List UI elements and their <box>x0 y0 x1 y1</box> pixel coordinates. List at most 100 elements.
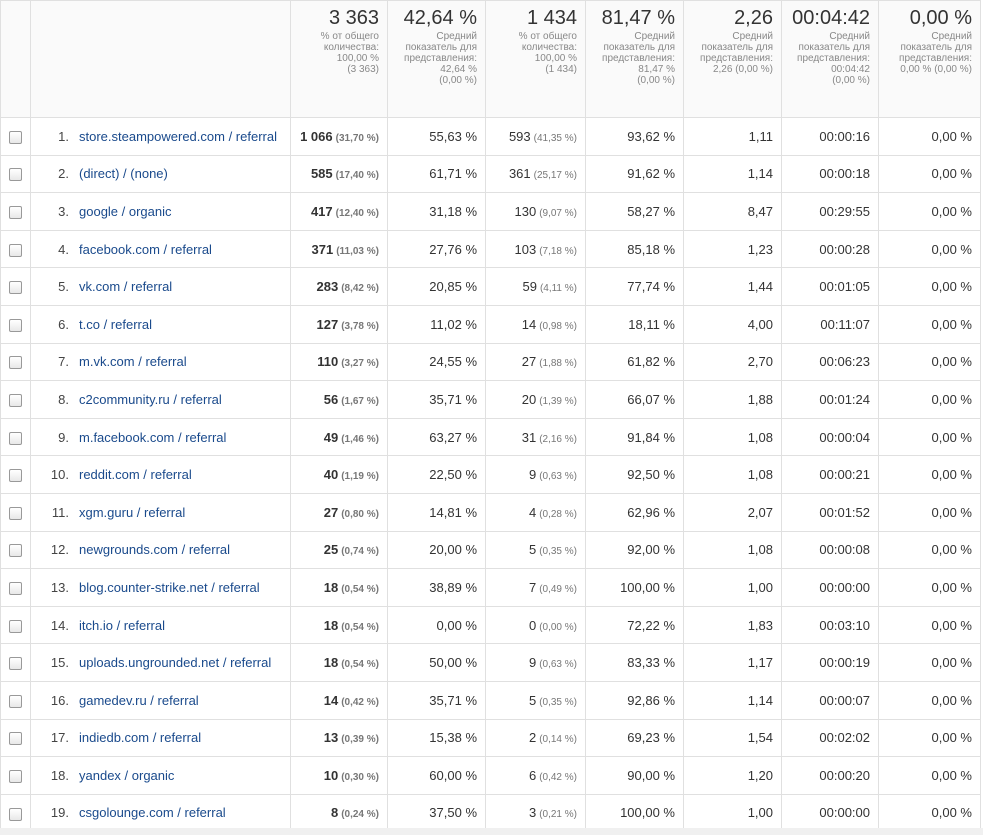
new-sessions-pct-value: 24,55 % <box>429 354 477 370</box>
row-checkbox[interactable] <box>9 206 22 220</box>
row-checkbox-cell <box>0 229 31 269</box>
table-row[interactable]: 1. store.steampowered.com / referral 1 066… <box>0 117 981 156</box>
session-duration-cell: 00:00:08 <box>781 530 879 570</box>
pages-per-session-cell: 2,70 <box>683 342 782 382</box>
row-number: 3. <box>58 203 69 219</box>
table-row[interactable]: 6. t.co / referral 127 (3,78 %) 11,02 % 14 (0,… <box>0 304 981 344</box>
row-number: 16. <box>50 692 69 708</box>
row-checkbox[interactable] <box>9 431 22 445</box>
table-row[interactable]: 2. (direct) / (none) 585 (17,40 %) 61,71 % 36… <box>0 154 981 194</box>
row-checkbox[interactable] <box>9 544 22 558</box>
row-checkbox[interactable] <box>9 281 22 295</box>
table-row[interactable]: 15. uploads.ungrounded.net / referral 18 (0… <box>0 643 981 682</box>
source-medium-link[interactable]: itch.io / referral <box>79 617 165 633</box>
table-row[interactable]: 10. reddit.com / referral 40 (1,19 %) 22,50 … <box>0 455 981 494</box>
table-row[interactable]: 12. newgrounds.com / referral 25 (0,74 %) 20… <box>0 530 981 570</box>
source-medium-link[interactable]: xgm.guru / referral <box>79 504 186 520</box>
pages-per-session-cell: 1,08 <box>683 417 782 457</box>
summary-sub-line: представления: <box>602 53 675 64</box>
source-medium-link[interactable]: vk.com / referral <box>79 279 173 295</box>
row-checkbox-cell <box>0 380 31 419</box>
table-row[interactable]: 16. gamedev.ru / referral 14 (0,42 %) 35,71 … <box>0 680 981 720</box>
table-row[interactable]: 11. xgm.guru / referral 27 (0,80 %) 14,81 % 4… <box>0 492 981 532</box>
session-duration-value: 00:11:07 <box>820 316 870 332</box>
table-row[interactable]: 7. m.vk.com / referral 110 (3,27 %) 24,55 % 2… <box>0 342 981 382</box>
new-users-cell: 0 (0,00 %) <box>485 605 586 645</box>
row-checkbox[interactable] <box>9 130 22 144</box>
sessions-value: 585 <box>310 166 333 182</box>
new-users-value: 59 <box>522 279 537 295</box>
pages-per-session-value: 1,23 <box>747 241 773 257</box>
source-medium-link[interactable]: gamedev.ru / referral <box>79 692 199 708</box>
new-sessions-pct-value: 61,71 % <box>429 166 477 182</box>
row-checkbox[interactable] <box>9 506 22 520</box>
source-medium-link[interactable]: csgolounge.com / referral <box>79 805 226 821</box>
source-medium-link[interactable]: indiedb.com / referral <box>79 730 202 746</box>
row-checkbox[interactable] <box>9 657 22 671</box>
new-users-cell: 14 (0,98 %) <box>485 304 586 344</box>
pages-per-session-cell: 1,44 <box>683 267 782 306</box>
row-checkbox[interactable] <box>9 168 22 182</box>
source-cell: 7. m.vk.com / referral <box>30 342 291 382</box>
summary-sub-line: количества: <box>521 42 577 53</box>
source-medium-link[interactable]: (direct) / (none) <box>79 166 168 182</box>
sessions-cell: 25 (0,74 %) <box>290 530 388 570</box>
table-row[interactable]: 3. google / organic 417 (12,40 %) 31,18 % 130… <box>0 192 981 231</box>
new-users-percent: (0,98 %) <box>539 320 577 332</box>
source-medium-link[interactable]: c2community.ru / referral <box>79 391 222 407</box>
summary-sub-line: 81,47 % <box>638 64 675 75</box>
row-checkbox[interactable] <box>9 581 22 595</box>
source-medium-link[interactable]: t.co / referral <box>79 316 152 332</box>
table-row[interactable]: 19. csgolounge.com / referral 8 (0,24 %) 37,… <box>0 793 981 833</box>
new-users-percent: (0,63 %) <box>539 659 577 671</box>
source-medium-link[interactable]: reddit.com / referral <box>79 467 192 483</box>
table-row[interactable]: 14. itch.io / referral 18 (0,54 %) 0,00 % 0 (0… <box>0 605 981 645</box>
summary-main-value: 0,00 % <box>909 7 972 29</box>
new-users-percent: (1,88 %) <box>539 358 577 370</box>
row-checkbox[interactable] <box>9 732 22 746</box>
row-checkbox[interactable] <box>9 469 22 483</box>
session-duration-value: 00:01:24 <box>819 391 870 407</box>
table-row[interactable]: 4. facebook.com / referral 371 (11,03 %) 27,… <box>0 229 981 269</box>
row-checkbox[interactable] <box>9 694 22 708</box>
source-medium-link[interactable]: m.vk.com / referral <box>79 354 187 370</box>
row-checkbox[interactable] <box>9 393 22 407</box>
new-sessions-pct-cell: 20,00 % <box>387 530 486 570</box>
source-medium-link[interactable]: facebook.com / referral <box>79 241 212 257</box>
row-checkbox[interactable] <box>9 318 22 332</box>
summary-sub-line: показатель для <box>603 42 675 53</box>
source-medium-link[interactable]: yandex / organic <box>79 767 175 783</box>
bounce-rate-cell: 91,84 % <box>585 417 684 457</box>
new-users-cell: 9 (0,63 %) <box>485 643 586 682</box>
row-checkbox[interactable] <box>9 356 22 370</box>
row-checkbox[interactable] <box>9 619 22 633</box>
sessions-cell: 585 (17,40 %) <box>290 154 388 194</box>
source-medium-link[interactable]: blog.counter-strike.net / referral <box>79 579 260 595</box>
pages-per-session-cell: 1,08 <box>683 455 782 494</box>
sessions-cell: 10 (0,30 %) <box>290 756 388 795</box>
summary-sub-line: показатель для <box>798 42 870 53</box>
row-checkbox[interactable] <box>9 243 22 257</box>
table-row[interactable]: 17. indiedb.com / referral 13 (0,39 %) 15,38… <box>0 718 981 758</box>
table-row[interactable]: 18. yandex / organic 10 (0,30 %) 60,00 % 6 (0,… <box>0 756 981 795</box>
row-checkbox[interactable] <box>9 769 22 783</box>
source-medium-link[interactable]: store.steampowered.com / referral <box>79 128 277 144</box>
source-medium-link[interactable]: newgrounds.com / referral <box>79 542 231 558</box>
row-checkbox[interactable] <box>9 807 22 821</box>
bounce-rate-cell: 100,00 % <box>585 793 684 833</box>
pages-per-session-cell: 1,54 <box>683 718 782 758</box>
source-medium-link[interactable]: google / organic <box>79 203 172 219</box>
new-sessions-pct-cell: 63,27 % <box>387 417 486 457</box>
bounce-rate-value: 69,23 % <box>627 730 675 746</box>
table-row[interactable]: 13. blog.counter-strike.net / referral 18(… <box>0 568 981 607</box>
table-row[interactable]: 9. m.facebook.com / referral 49 (1,46 %) 63,… <box>0 417 981 457</box>
conversion-rate-value: 0,00 % <box>931 805 972 821</box>
summary-sub-line: Средний <box>634 31 675 42</box>
bounce-rate-value: 18,11 % <box>628 316 675 332</box>
source-medium-link[interactable]: uploads.ungrounded.net / referral <box>79 655 272 671</box>
row-checkbox-cell <box>0 793 31 833</box>
table-row[interactable]: 8. c2community.ru / referral 56 (1,67 %) 35,… <box>0 380 981 419</box>
table-row[interactable]: 5. vk.com / referral 283 (8,42 %) 20,85 % 59(… <box>0 267 981 306</box>
source-medium-link[interactable]: m.facebook.com / referral <box>79 429 227 445</box>
new-sessions-pct-value: 0,00 % <box>436 617 477 633</box>
